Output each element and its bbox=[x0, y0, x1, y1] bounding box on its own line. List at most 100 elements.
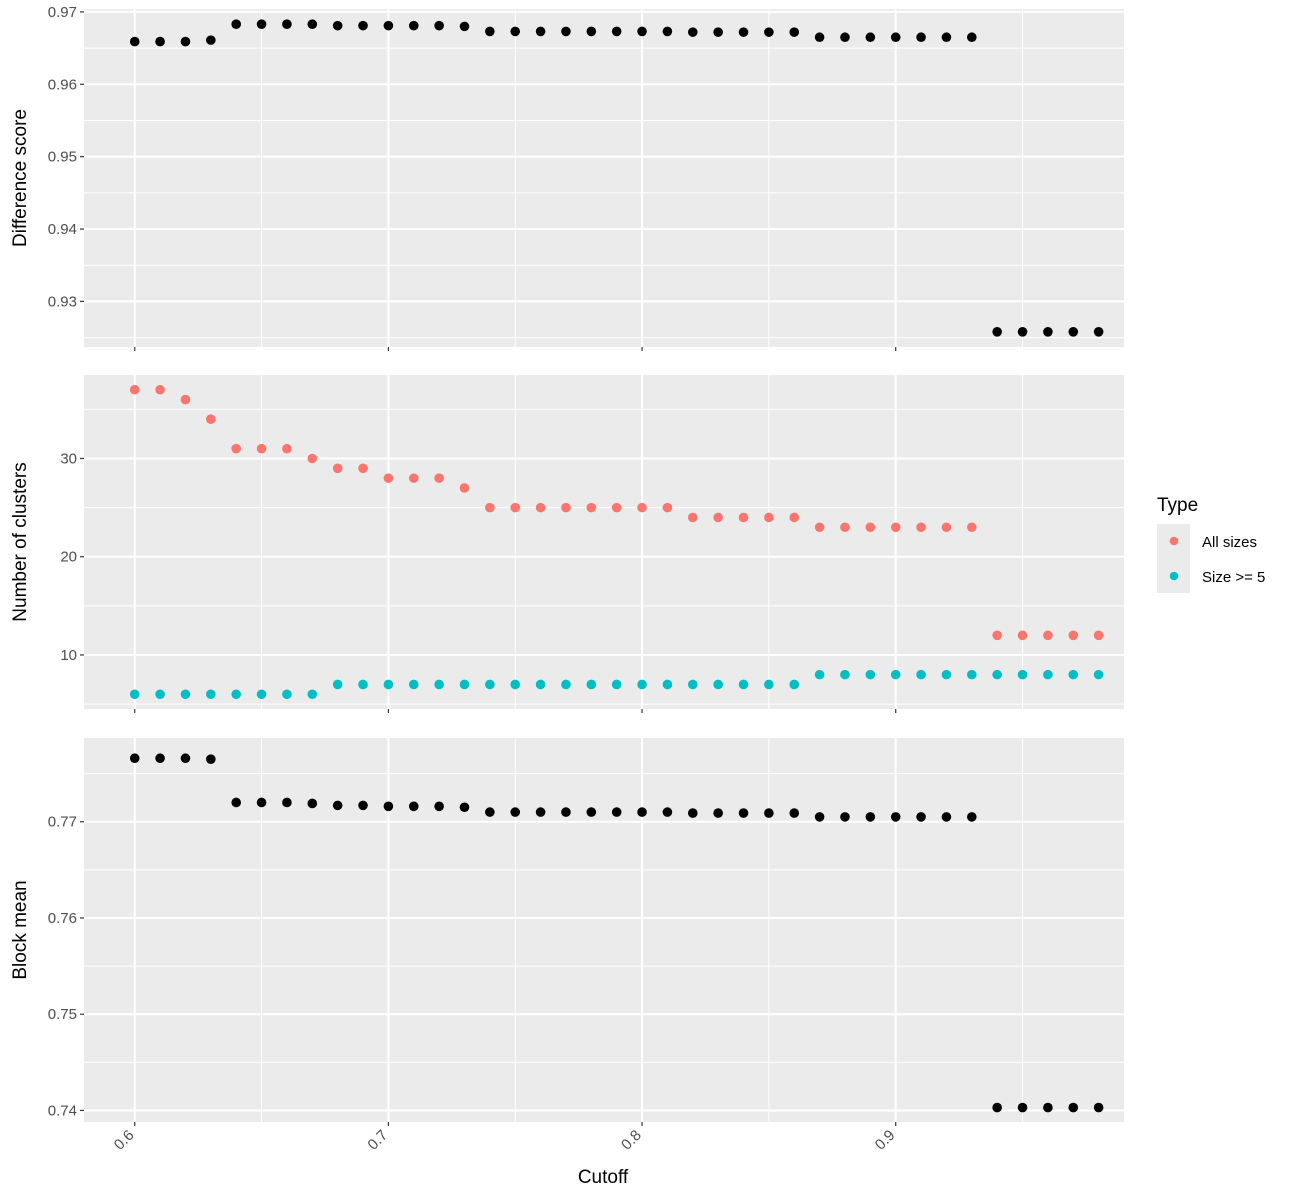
legend-key-background bbox=[1157, 524, 1190, 593]
data-point bbox=[307, 453, 318, 464]
data-point bbox=[662, 26, 673, 37]
data-point bbox=[408, 473, 419, 483]
data-point bbox=[637, 807, 647, 817]
data-point bbox=[129, 36, 140, 47]
data-point bbox=[890, 669, 901, 680]
data-point bbox=[687, 808, 698, 818]
x-tick-label: 0.7 bbox=[364, 1127, 391, 1154]
data-point bbox=[586, 679, 597, 690]
data-point bbox=[1017, 630, 1028, 641]
legend: Type All sizes Size >= 5 bbox=[1157, 495, 1265, 593]
data-point bbox=[282, 797, 292, 808]
data-point bbox=[586, 807, 597, 817]
data-point bbox=[890, 32, 901, 43]
data-point bbox=[713, 679, 723, 690]
y-tick-label: 0.77 bbox=[48, 814, 77, 831]
data-point bbox=[459, 802, 470, 813]
data-point bbox=[485, 679, 495, 690]
data-point bbox=[611, 807, 622, 817]
series-all-sizes bbox=[129, 384, 1104, 641]
y-axis-title-block-mean: Block mean bbox=[10, 880, 31, 979]
data-point bbox=[916, 522, 926, 533]
data-point bbox=[434, 20, 444, 31]
data-point bbox=[1017, 327, 1028, 337]
y-tick-label: 0.76 bbox=[48, 910, 77, 927]
data-point bbox=[992, 630, 1002, 641]
data-point bbox=[358, 679, 368, 690]
data-point bbox=[282, 19, 292, 29]
data-point bbox=[383, 20, 394, 31]
data-point bbox=[738, 679, 749, 690]
data-point bbox=[840, 669, 850, 680]
legend-title: Type bbox=[1157, 495, 1198, 516]
data-point bbox=[535, 502, 546, 513]
data-point bbox=[155, 384, 165, 395]
data-point bbox=[611, 679, 622, 690]
data-point bbox=[687, 679, 698, 690]
data-point bbox=[206, 414, 216, 425]
data-point bbox=[738, 808, 749, 818]
data-point bbox=[764, 27, 774, 37]
data-point bbox=[510, 807, 521, 817]
data-point bbox=[865, 32, 876, 43]
data-point bbox=[992, 327, 1002, 337]
data-point bbox=[459, 679, 470, 690]
data-point bbox=[561, 502, 571, 513]
y-tick-label: 0.74 bbox=[48, 1102, 77, 1119]
data-point bbox=[408, 20, 419, 31]
data-point bbox=[789, 808, 800, 818]
data-point bbox=[840, 32, 850, 43]
data-point bbox=[358, 20, 368, 31]
data-point bbox=[155, 753, 165, 764]
data-point bbox=[155, 689, 165, 700]
data-point bbox=[1043, 1102, 1053, 1113]
data-point bbox=[789, 27, 800, 37]
data-point bbox=[434, 679, 444, 690]
y-tick-label: 10 bbox=[60, 647, 77, 664]
data-point bbox=[662, 502, 673, 513]
data-point bbox=[307, 798, 318, 809]
data-point bbox=[789, 512, 800, 523]
data-point bbox=[332, 800, 343, 811]
data-point bbox=[510, 502, 521, 513]
data-point bbox=[332, 679, 343, 690]
data-point bbox=[129, 384, 140, 395]
panel-number-of-clusters: 10 20 30 Number of clusters bbox=[10, 375, 1124, 713]
panel-background bbox=[84, 375, 1124, 709]
data-point bbox=[941, 669, 952, 680]
y-tick-label: 0.75 bbox=[48, 1006, 77, 1023]
y-tick-label: 0.93 bbox=[48, 293, 77, 310]
data-point bbox=[332, 463, 343, 474]
x-tick-label: 0.9 bbox=[872, 1127, 899, 1154]
panel-block-mean: 0.74 0.75 0.76 0.77 Block mean 0.6 0.7 0.8 0.9 bbox=[10, 738, 1124, 1154]
data-point bbox=[206, 35, 216, 45]
data-point bbox=[967, 32, 977, 43]
data-point bbox=[840, 812, 850, 822]
x-axis-title: Cutoff bbox=[578, 1167, 629, 1188]
data-point bbox=[840, 522, 850, 533]
data-point bbox=[713, 512, 723, 523]
series-points-0 bbox=[129, 753, 1104, 1113]
data-point bbox=[1017, 1102, 1028, 1113]
data-point bbox=[485, 26, 495, 37]
data-point bbox=[1017, 669, 1028, 680]
data-point bbox=[206, 754, 216, 764]
data-point bbox=[865, 669, 876, 680]
data-point bbox=[256, 797, 267, 808]
panel-background bbox=[84, 9, 1124, 347]
panel-background bbox=[84, 738, 1124, 1122]
data-point bbox=[1093, 1102, 1104, 1113]
data-point bbox=[180, 36, 191, 47]
data-point bbox=[967, 669, 977, 680]
data-point bbox=[535, 679, 546, 690]
data-point bbox=[307, 19, 318, 29]
data-point bbox=[231, 689, 241, 700]
data-point bbox=[1068, 669, 1079, 680]
data-point bbox=[1043, 630, 1053, 641]
data-point bbox=[1093, 327, 1104, 337]
y-tick-label: 0.94 bbox=[48, 221, 77, 238]
data-point bbox=[764, 512, 774, 523]
data-point bbox=[256, 443, 267, 454]
data-point bbox=[890, 812, 901, 822]
data-point bbox=[561, 807, 571, 817]
